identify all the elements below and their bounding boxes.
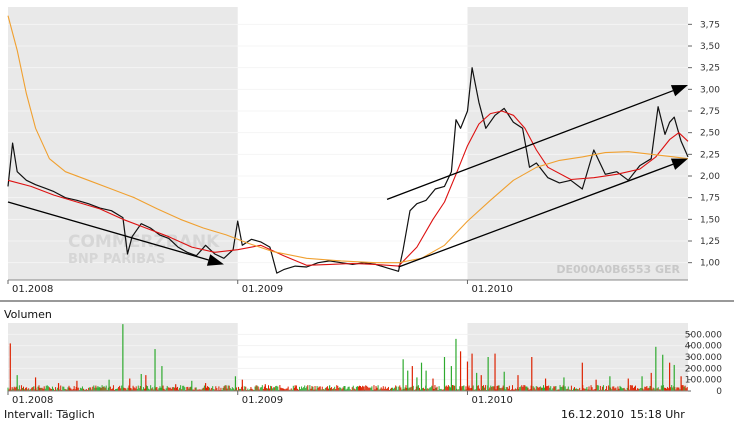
price-y-tick-label: 1,50 bbox=[700, 215, 720, 225]
volume-y-tick-label: 500.000 bbox=[685, 330, 722, 340]
trend-arrow-line bbox=[7, 201, 209, 261]
price-year-shade bbox=[467, 7, 688, 280]
volume-title: Volumen bbox=[4, 308, 52, 321]
date-label: 16.12.2010 bbox=[561, 408, 624, 421]
trend-arrow-line bbox=[386, 90, 674, 201]
price-x-tick-label: 01.2009 bbox=[242, 284, 283, 295]
watermark-brand-top: COMMERZBANK bbox=[68, 232, 220, 252]
volume-y-tick-label: 100.000 bbox=[685, 376, 722, 386]
price-y-tick-label: 2,50 bbox=[700, 129, 720, 139]
price-y-tick-label: 1,75 bbox=[700, 194, 720, 204]
trend-arrow-head bbox=[206, 254, 224, 266]
volume-y-tick-label: 400.000 bbox=[685, 342, 722, 352]
moving-average-short bbox=[7, 110, 689, 267]
price-y-tick-label: 3,25 bbox=[700, 64, 720, 74]
price-y-tick-label: 3,75 bbox=[700, 20, 720, 30]
trend-arrow-line bbox=[398, 163, 674, 268]
moving-average-long bbox=[7, 15, 689, 264]
price-y-tick-label: 3,00 bbox=[700, 85, 720, 95]
volume-x-tick-label: 01.2008 bbox=[12, 395, 53, 406]
price-y-tick-label: 2,25 bbox=[700, 150, 720, 160]
trend-arrow-head bbox=[670, 158, 688, 170]
price-panel: COMMERZBANK BNP PARIBAS DE000A0B6553 GER… bbox=[7, 7, 720, 295]
volume-y-tick-label: 300.000 bbox=[685, 353, 722, 363]
price-year-shade bbox=[8, 7, 238, 280]
price-x-tick-label: 01.2010 bbox=[471, 284, 512, 295]
price-y-tick-label: 1,00 bbox=[700, 259, 720, 269]
interval-label: Intervall: Täglich bbox=[4, 408, 95, 421]
price-x-tick-label: 01.2008 bbox=[12, 284, 53, 295]
trend-arrow-head bbox=[670, 85, 688, 97]
volume-y-tick-label: 200.000 bbox=[685, 364, 722, 374]
watermark-isin: DE000A0B6553 GER bbox=[556, 263, 680, 276]
volume-x-tick-label: 01.2010 bbox=[471, 395, 512, 406]
volume-y-tick-label: 0 bbox=[716, 387, 722, 397]
price-y-tick-label: 1,25 bbox=[700, 237, 720, 247]
price-y-tick-label: 2,00 bbox=[700, 172, 720, 182]
price-y-tick-label: 2,75 bbox=[700, 107, 720, 117]
price-y-tick-label: 3,50 bbox=[700, 42, 720, 52]
time-label: 15:18 Uhr bbox=[630, 408, 685, 421]
volume-x-tick-label: 01.2009 bbox=[242, 395, 283, 406]
watermark-brand-bottom: BNP PARIBAS bbox=[68, 252, 165, 267]
